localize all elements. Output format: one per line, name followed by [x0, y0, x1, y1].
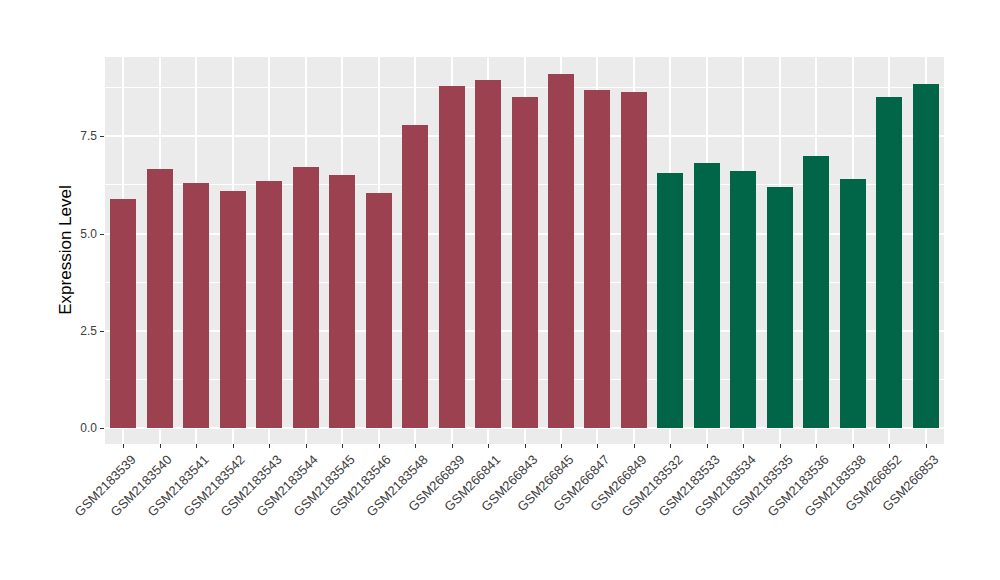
x-tick-mark — [452, 444, 453, 448]
bar-GSM266847 — [584, 90, 610, 428]
y-tick-label: 7.5 — [57, 130, 97, 142]
bar-GSM266853 — [913, 84, 939, 428]
bar-GSM2183536 — [803, 156, 829, 428]
x-tick-mark — [780, 444, 781, 448]
y-tick-mark — [100, 331, 104, 332]
x-tick-mark — [233, 444, 234, 448]
y-tick-label: 5.0 — [57, 228, 97, 240]
x-tick-mark — [379, 444, 380, 448]
x-tick-mark — [670, 444, 671, 448]
bar-GSM2183548 — [402, 125, 428, 428]
bar-GSM2183533 — [694, 163, 720, 428]
bar-GSM2183535 — [767, 187, 793, 428]
bar-GSM2183545 — [329, 175, 355, 428]
y-tick-label: 2.5 — [57, 325, 97, 337]
bar-GSM2183539 — [110, 199, 136, 429]
bar-GSM2183532 — [657, 173, 683, 428]
x-tick-mark — [634, 444, 635, 448]
y-tick-label: 0.0 — [57, 422, 97, 434]
plot-panel — [105, 57, 944, 444]
bar-GSM2183540 — [147, 169, 173, 428]
bar-GSM2183543 — [256, 181, 282, 428]
x-tick-mark — [342, 444, 343, 448]
x-tick-mark — [196, 444, 197, 448]
bar-GSM266845 — [548, 74, 574, 428]
expression-bar-chart: Expression Level 0.02.55.07.5 GSM2183539… — [0, 0, 1000, 580]
x-tick-mark — [707, 444, 708, 448]
x-tick-mark — [269, 444, 270, 448]
bar-GSM266849 — [621, 92, 647, 428]
x-tick-mark — [306, 444, 307, 448]
x-tick-mark — [816, 444, 817, 448]
bar-GSM2183542 — [220, 191, 246, 428]
bar-GSM2183544 — [293, 167, 319, 428]
y-tick-mark — [100, 234, 104, 235]
x-tick-mark — [561, 444, 562, 448]
bar-GSM266839 — [439, 86, 465, 428]
bar-GSM2183538 — [840, 179, 866, 428]
x-tick-mark — [525, 444, 526, 448]
y-tick-mark — [100, 428, 104, 429]
bar-GSM2183534 — [730, 171, 756, 428]
x-tick-mark — [160, 444, 161, 448]
x-tick-mark — [123, 444, 124, 448]
bar-GSM266852 — [876, 97, 902, 428]
x-tick-mark — [926, 444, 927, 448]
bar-GSM2183541 — [183, 183, 209, 428]
x-tick-mark — [415, 444, 416, 448]
x-tick-mark — [743, 444, 744, 448]
bar-GSM266841 — [475, 80, 501, 428]
x-tick-mark — [853, 444, 854, 448]
y-tick-mark — [100, 136, 104, 137]
bar-GSM2183546 — [366, 193, 392, 428]
x-tick-mark — [597, 444, 598, 448]
bar-GSM266843 — [512, 97, 538, 428]
x-tick-mark — [488, 444, 489, 448]
x-tick-mark — [889, 444, 890, 448]
y-axis-title: Expression Level — [56, 185, 76, 314]
